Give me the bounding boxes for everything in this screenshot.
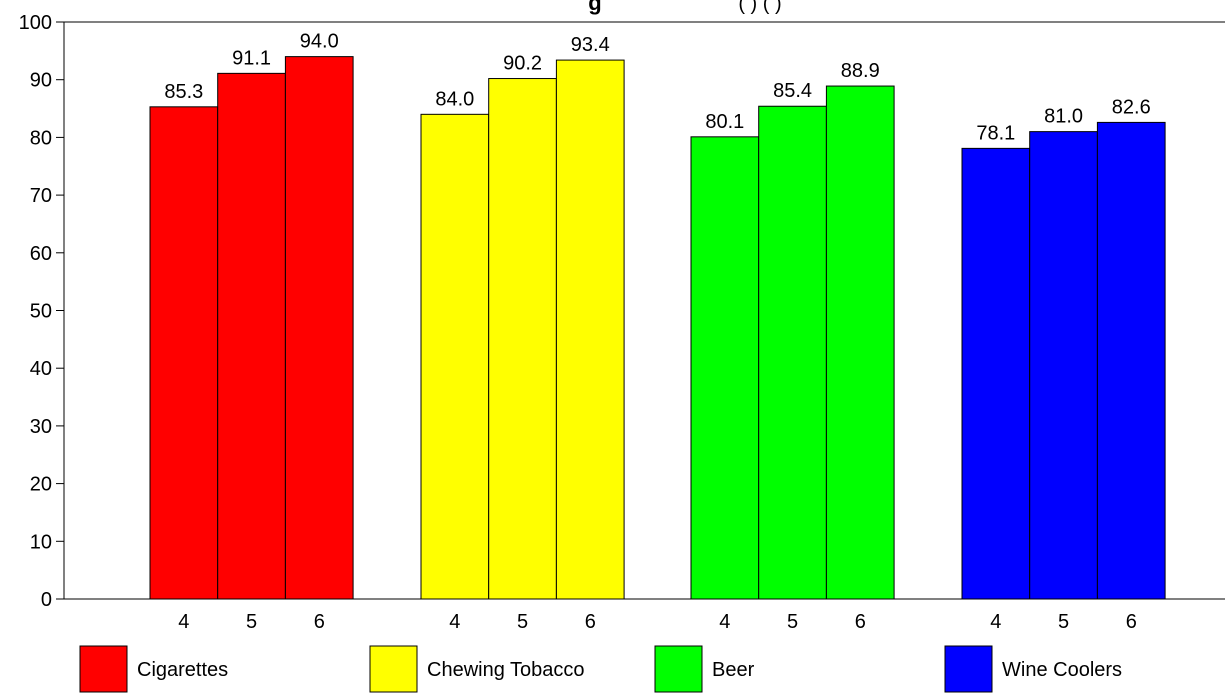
x-tick-labels: 4 5 6 4 5 6 4 5 6 4 5 6	[178, 611, 1137, 633]
data-label: 88.9	[841, 60, 880, 82]
x-tick-label: 5	[246, 611, 257, 633]
legend-swatch	[654, 645, 703, 693]
y-tick-label: 0	[41, 589, 52, 611]
chart-title-suffix: ( ) ( )	[738, 0, 781, 15]
data-label: 84.0	[435, 88, 474, 110]
x-tick-label: 6	[855, 611, 866, 633]
x-tick-label: 6	[1126, 611, 1137, 633]
y-tick-label: 40	[30, 358, 52, 380]
chart-title: g	[588, 0, 601, 15]
legend-item-beer: Beer	[654, 645, 755, 693]
bar-chewing-tobacco-grade-6	[555, 59, 625, 600]
legend-label: Chewing Tobacco	[427, 659, 585, 681]
legend-label: Wine Coolers	[1002, 659, 1122, 681]
x-tick-label: 4	[449, 611, 460, 633]
chart-title-group: g ( ) ( )	[588, 0, 781, 15]
bar-wine-coolers-grade-6	[1096, 121, 1166, 600]
y-tick-label: 90	[30, 70, 52, 92]
bar-beer-grade-5	[758, 105, 827, 600]
bar-cigarettes-grade-5	[217, 72, 286, 600]
legend-item-cigarettes: Cigarettes	[79, 645, 228, 693]
data-label: 80.1	[705, 111, 744, 133]
data-label: 94.0	[300, 31, 339, 53]
bar-cigarettes-grade-4	[149, 106, 219, 600]
x-tick-label: 6	[314, 611, 325, 633]
legend: Cigarettes Chewing Tobacco Beer Wine Cooler…	[79, 645, 1122, 693]
bar-beer-grade-4	[690, 136, 760, 600]
bar-chewing-tobacco-grade-4	[420, 113, 490, 600]
data-labels: 85.3 91.1 94.0 84.0 90.2 93.4 80.1 85.4 88.9 78.1…	[164, 31, 1150, 145]
data-label: 85.3	[164, 81, 203, 103]
axes: 0 10 20 30 40 50 60 70 80 90 100	[19, 12, 1225, 611]
y-tick-label: 60	[30, 243, 52, 265]
y-tick-label: 70	[30, 185, 52, 207]
legend-item-chewing-tobacco: Chewing Tobacco	[369, 645, 585, 693]
bar-beer-grade-6	[825, 85, 895, 600]
y-tick-label: 10	[30, 531, 52, 553]
y-tick-label: 30	[30, 416, 52, 438]
bars	[149, 56, 1166, 600]
x-tick-label: 5	[787, 611, 798, 633]
legend-item-wine-coolers: Wine Coolers	[944, 645, 1122, 693]
data-label: 91.1	[232, 47, 271, 69]
x-tick-label: 5	[517, 611, 528, 633]
legend-swatch	[369, 645, 418, 693]
data-label: 85.4	[773, 80, 812, 102]
legend-label: Beer	[712, 659, 755, 681]
bar-chewing-tobacco-grade-5	[488, 78, 557, 600]
data-label: 90.2	[503, 53, 542, 75]
bar-wine-coolers-grade-4	[961, 147, 1031, 600]
x-tick-label: 6	[585, 611, 596, 633]
legend-label: Cigarettes	[137, 659, 228, 681]
x-tick-label: 5	[1058, 611, 1069, 633]
data-label: 81.0	[1044, 106, 1083, 128]
y-tick-label: 20	[30, 474, 52, 496]
y-tick-label: 80	[30, 127, 52, 149]
y-tick-label: 50	[30, 301, 52, 323]
legend-swatch	[79, 645, 128, 693]
x-tick-label: 4	[178, 611, 189, 633]
y-tick-label: 100	[19, 12, 52, 34]
bar-wine-coolers-grade-5	[1029, 131, 1098, 600]
data-label: 93.4	[571, 34, 610, 56]
x-tick-label: 4	[719, 611, 730, 633]
legend-swatch	[944, 645, 993, 693]
data-label: 82.6	[1112, 96, 1151, 118]
x-tick-label: 4	[990, 611, 1001, 633]
bar-cigarettes-grade-6	[284, 56, 354, 600]
data-label: 78.1	[976, 122, 1015, 144]
